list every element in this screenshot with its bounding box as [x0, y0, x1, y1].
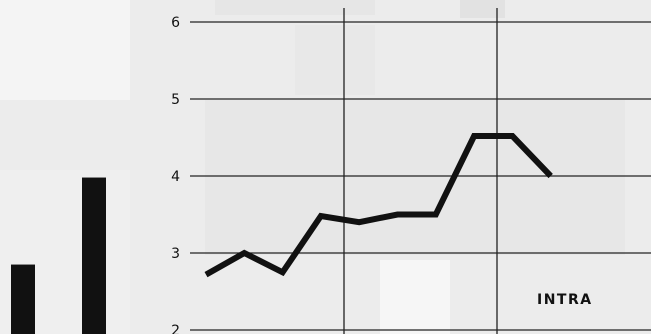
bar-2 — [82, 177, 106, 334]
y-tick-label-2: 4 — [171, 169, 180, 185]
y-tick-label-0: 2 — [171, 323, 180, 334]
y-tick-label-1: 3 — [171, 246, 180, 262]
series-label-intra: INTRA — [537, 292, 593, 308]
y-tick-label-3: 5 — [171, 92, 180, 108]
y-tick-labels: 2 3 4 5 6 — [171, 15, 180, 334]
grid — [190, 8, 651, 334]
line-series — [204, 133, 553, 278]
y-tick-label-4: 6 — [171, 15, 180, 31]
bar-1 — [11, 264, 35, 334]
bars — [11, 177, 106, 334]
series-line-intra — [204, 133, 553, 278]
